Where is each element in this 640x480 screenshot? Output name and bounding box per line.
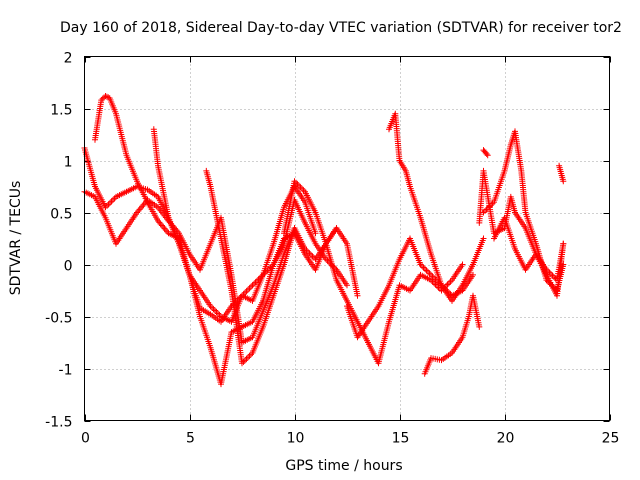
series-sat-l xyxy=(491,214,567,284)
y-tick-label: 0.5 xyxy=(50,207,72,223)
data-point xyxy=(161,225,168,232)
data-point xyxy=(560,178,567,185)
gridlines xyxy=(84,56,610,421)
y-tick-label: -0.5 xyxy=(45,311,72,327)
data-point xyxy=(162,227,169,234)
data-point xyxy=(110,196,116,203)
data-point xyxy=(243,288,250,295)
y-axis-label: SDTVAR / TECUs xyxy=(8,181,24,296)
data-point xyxy=(476,323,483,330)
x-tick-label: 20 xyxy=(497,431,515,447)
y-tick-labels: -1.5 -1 -0.5 0 0.5 1 1.5 2 xyxy=(45,51,72,431)
x-tick-label: 5 xyxy=(186,431,195,447)
series-sat-i xyxy=(421,292,483,377)
x-tick-label: 10 xyxy=(287,431,305,447)
data-point xyxy=(103,93,110,100)
data-point xyxy=(245,286,251,293)
data-point xyxy=(136,206,143,213)
data-point xyxy=(354,292,361,299)
series-sat-h xyxy=(386,110,487,304)
data-point xyxy=(459,261,466,268)
data-point xyxy=(212,307,218,314)
data-point xyxy=(425,268,431,275)
series-sat-e xyxy=(203,167,298,367)
data-point xyxy=(251,280,257,287)
y-tick-label: 0 xyxy=(64,259,73,275)
data-point xyxy=(447,278,454,285)
series-sat-d xyxy=(150,126,340,388)
data-point xyxy=(157,220,164,227)
y-tick-label: -1 xyxy=(59,363,73,379)
series-sat-m xyxy=(556,162,567,185)
data-point xyxy=(344,282,350,289)
data-point xyxy=(470,271,476,278)
data-point xyxy=(560,240,567,247)
x-tick-label: 25 xyxy=(602,431,620,447)
data-point xyxy=(242,357,248,364)
x-tick-labels: 0 5 10 15 20 25 xyxy=(81,431,619,447)
data-point xyxy=(210,306,217,313)
data-point xyxy=(105,201,112,208)
series-sat-k xyxy=(480,128,567,294)
data-point xyxy=(249,282,256,289)
data-point xyxy=(246,285,253,292)
data-point xyxy=(480,235,487,242)
data-point xyxy=(423,267,430,274)
series-sat-b xyxy=(92,93,319,325)
y-tick-label: 1.5 xyxy=(50,103,72,119)
data-point xyxy=(483,151,490,157)
data-point xyxy=(245,354,251,361)
data-point xyxy=(446,280,452,287)
data-point xyxy=(560,261,567,268)
data-points xyxy=(81,93,567,388)
axis-ticks xyxy=(84,56,611,422)
data-point xyxy=(246,352,253,359)
data-point xyxy=(108,198,115,205)
plot-frame xyxy=(84,56,610,421)
data-point xyxy=(299,185,305,192)
data-point xyxy=(312,230,319,237)
y-tick-label: 2 xyxy=(64,51,73,67)
data-point xyxy=(160,224,167,231)
data-point xyxy=(102,93,109,100)
y-tick-label: 1 xyxy=(64,155,73,171)
data-point xyxy=(107,199,113,206)
data-point xyxy=(98,97,105,104)
data-point xyxy=(486,203,493,210)
data-point xyxy=(137,204,144,211)
data-point xyxy=(482,208,488,215)
data-point xyxy=(248,283,254,290)
data-point xyxy=(139,203,146,210)
data-point xyxy=(333,225,340,232)
data-point xyxy=(551,274,557,281)
chart-title: Day 160 of 2018, Sidereal Day-to-day VTE… xyxy=(60,20,622,36)
data-point xyxy=(422,265,428,272)
x-axis-label: GPS time / hours xyxy=(285,458,402,474)
series-sat-n xyxy=(480,147,491,159)
data-point xyxy=(209,304,215,311)
data-point xyxy=(99,95,106,102)
data-point xyxy=(291,225,298,232)
data-point xyxy=(158,222,165,229)
data-point xyxy=(484,152,491,159)
y-tick-label: -1.5 xyxy=(45,415,72,431)
x-tick-label: 0 xyxy=(81,431,90,447)
data-point xyxy=(309,253,316,260)
x-tick-label: 15 xyxy=(392,431,410,447)
